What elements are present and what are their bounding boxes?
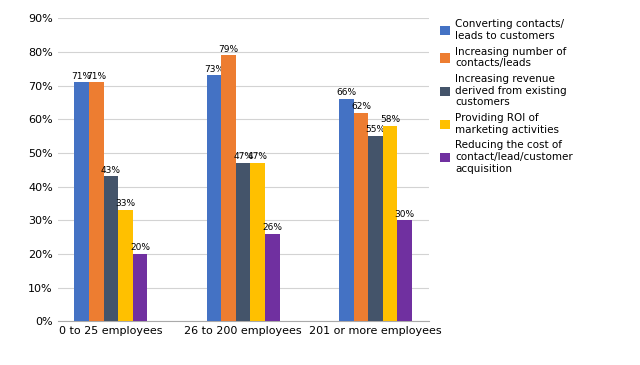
Bar (207, 76, 221, 321)
Bar (104, 176, 118, 321)
Text: 47%: 47% (233, 152, 253, 161)
Bar (368, 136, 383, 321)
Bar (383, 126, 397, 321)
Bar (354, 112, 368, 321)
Text: 73%: 73% (204, 65, 224, 74)
Bar (397, 220, 412, 321)
Bar (236, 163, 250, 321)
Text: 26%: 26% (262, 223, 282, 232)
Bar (339, 99, 354, 321)
Text: 58%: 58% (380, 115, 400, 124)
Bar (265, 234, 280, 321)
Text: 71%: 71% (72, 72, 92, 81)
Text: 55%: 55% (365, 126, 385, 134)
Text: 79%: 79% (219, 45, 239, 54)
Text: 20%: 20% (130, 243, 150, 252)
Bar (221, 55, 236, 321)
Text: 62%: 62% (351, 102, 371, 111)
Text: 30%: 30% (395, 210, 415, 219)
Text: 47%: 47% (248, 152, 268, 161)
Text: 43%: 43% (101, 166, 121, 175)
Bar (89, 82, 104, 321)
Legend: Converting contacts/
leads to customers, Increasing number of
contacts/leads, In: Converting contacts/ leads to customers,… (438, 18, 575, 176)
Text: 33%: 33% (115, 199, 136, 208)
Bar (132, 254, 147, 321)
Bar (74, 82, 89, 321)
Text: 66%: 66% (337, 88, 356, 97)
Text: 71%: 71% (86, 72, 106, 81)
Bar (250, 163, 265, 321)
Bar (118, 210, 132, 321)
